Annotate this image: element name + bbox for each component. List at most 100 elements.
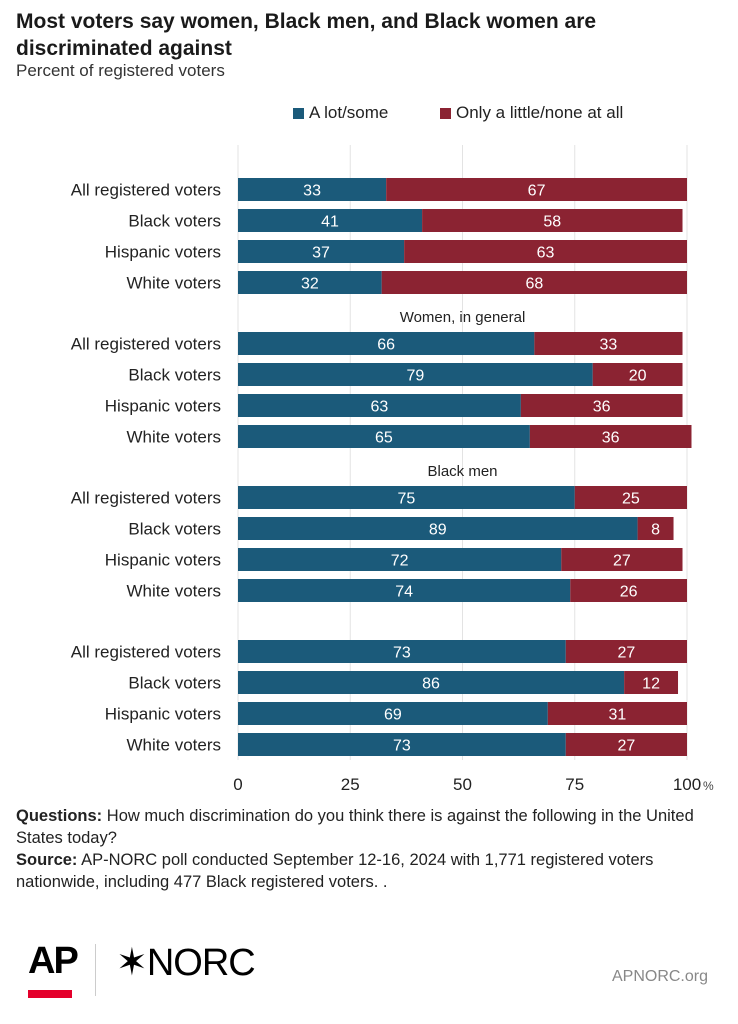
legend-item-only-a-little: Only a little/none at all: [440, 103, 623, 123]
row-label: White voters: [127, 582, 221, 601]
bar-segment: [238, 733, 566, 756]
logo-divider: [95, 944, 96, 996]
bar-segment: [534, 332, 683, 355]
ap-logo: AP: [28, 940, 79, 982]
data-label: 41: [321, 214, 339, 231]
legend-swatch-a-lot-some: [293, 107, 304, 119]
bar-segment: [520, 394, 683, 417]
row-label: Hispanic voters: [105, 397, 221, 416]
x-unit-label: %: [703, 779, 714, 793]
source-label: Source:: [16, 851, 78, 869]
row-label: All registered voters: [71, 489, 221, 508]
data-label: 73: [393, 738, 411, 755]
row-label: Hispanic voters: [105, 551, 221, 570]
x-tick-label: 0: [233, 775, 242, 794]
bar-segment: [238, 640, 566, 663]
data-label: 89: [429, 522, 447, 539]
bar-segment: [238, 240, 405, 263]
bar-segment: [565, 733, 687, 756]
data-label: 27: [617, 738, 635, 755]
source-text: AP-NORC poll conducted September 12-16, …: [16, 851, 654, 891]
row-label: Hispanic voters: [105, 243, 221, 262]
data-label: 86: [422, 676, 440, 693]
bar-segment: [238, 363, 593, 386]
row-label: White voters: [127, 736, 221, 755]
bar-segment: [381, 271, 687, 294]
norc-logo: ✶NORC: [116, 942, 256, 984]
data-label: 66: [377, 337, 395, 354]
bar-segment: [529, 425, 692, 448]
data-label: 68: [525, 276, 543, 293]
data-label: 20: [629, 368, 647, 385]
bar-segment: [624, 671, 679, 694]
bar-segment: [238, 425, 530, 448]
data-label: 36: [602, 430, 620, 447]
bar-segment: [238, 332, 535, 355]
x-tick-label: 50: [453, 775, 472, 794]
questions-label: Questions:: [16, 807, 103, 825]
bar-segment: [637, 517, 674, 540]
x-tick-label: 100: [673, 775, 701, 794]
legend-label-only-a-little: Only a little/none at all: [456, 103, 624, 122]
stacked-bar-chart: All registered voters 33 67 Black voters 41 5…: [71, 145, 714, 794]
data-label: 31: [609, 707, 627, 724]
bar-segment: [238, 702, 548, 725]
bar-segment: [238, 548, 562, 571]
bar-segment: [238, 394, 521, 417]
bar-segment: [238, 486, 575, 509]
data-label: 37: [312, 245, 330, 262]
legend-item-a-lot-some: A lot/some: [293, 103, 388, 123]
x-tick-label: 75: [565, 775, 584, 794]
data-label: 8: [651, 522, 660, 539]
row-label: Hispanic voters: [105, 705, 221, 724]
bar-segment: [238, 209, 423, 232]
bar-segment: [238, 671, 625, 694]
legend-label-a-lot-some: A lot/some: [309, 103, 389, 122]
data-label: 72: [391, 553, 409, 570]
row-label: Black voters: [128, 366, 221, 385]
data-label: 74: [395, 584, 413, 601]
data-label: 79: [406, 368, 424, 385]
data-label: 25: [622, 491, 640, 508]
legend-swatch-only-a-little: [440, 107, 451, 119]
bar-segment: [238, 517, 638, 540]
data-label: 26: [620, 584, 638, 601]
bar-segment: [561, 548, 683, 571]
row-label: White voters: [127, 274, 221, 293]
data-label: 33: [600, 337, 618, 354]
row-label: Black voters: [128, 212, 221, 231]
chart-title: Most voters say women, Black men, and Bl…: [16, 10, 597, 60]
data-label: 65: [375, 430, 393, 447]
data-label: 75: [397, 491, 415, 508]
row-label: Black voters: [128, 520, 221, 539]
bar-segment: [570, 579, 687, 602]
bar-segment: [238, 271, 382, 294]
data-label: 63: [537, 245, 555, 262]
bar-segment: [238, 178, 387, 201]
row-label: All registered voters: [71, 335, 221, 354]
row-label: White voters: [127, 428, 221, 447]
bar-segment: [592, 363, 683, 386]
data-label: 73: [393, 645, 411, 662]
source-note: Source: AP-NORC poll conducted September…: [16, 849, 716, 893]
questions-note: Questions: How much discrimination do yo…: [16, 805, 716, 849]
data-label: 63: [371, 399, 389, 416]
data-label: 36: [593, 399, 611, 416]
data-label: 58: [543, 214, 561, 231]
chart-subtitle: Percent of registered voters: [16, 61, 225, 80]
bar-segment: [565, 640, 687, 663]
footer-notes: Questions: How much discrimination do yo…: [16, 805, 716, 893]
bar-segment: [574, 486, 687, 509]
data-label: 27: [617, 645, 635, 662]
ap-logo-bar: [28, 990, 72, 998]
data-label: 27: [613, 553, 631, 570]
group-label: Black men: [427, 463, 497, 480]
bar-segment: [238, 579, 571, 602]
apnorc-url: APNORC.org: [611, 968, 708, 985]
row-label: All registered voters: [71, 643, 221, 662]
bar-segment: [422, 209, 683, 232]
bar-segment: [404, 240, 687, 263]
bar-segment: [386, 178, 687, 201]
legend: A lot/some Only a little/none at all: [0, 103, 738, 123]
group-label: Women, in general: [400, 309, 526, 326]
